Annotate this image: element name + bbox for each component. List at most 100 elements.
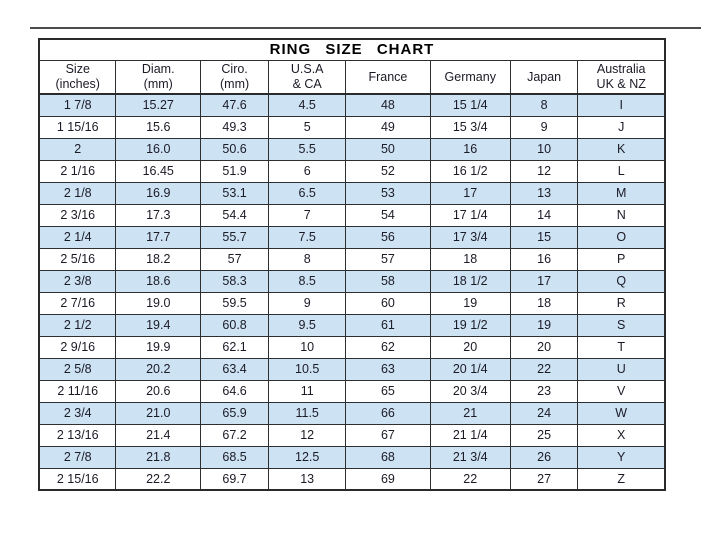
table-cell: 22 [509,357,579,381]
table-cell: 1 7/8 [38,93,117,117]
table-cell: X [577,423,666,447]
table-cell: 21 3/4 [429,445,511,469]
table-cell: 2 13/16 [38,423,117,447]
table-cell: 62.1 [199,335,270,359]
table-cell: 53 [345,181,431,205]
table-cell: 10 [509,137,579,161]
table-cell: 18 1/2 [429,269,511,293]
table-cell: 9 [509,115,579,139]
table-cell: 14 [509,203,579,227]
table-row: 2 7/16 19.0 59.5 9 60 19 18 R [38,291,666,315]
table-cell: 12 [268,423,347,447]
table-cell: 2 9/16 [38,335,117,359]
ring-size-table: RING SIZE CHART Size (inches) Diam. (mm) C… [38,38,666,491]
table-cell: 65.9 [199,401,270,425]
table-cell: 21 [429,401,511,425]
table-cell: 2 7/16 [38,291,117,315]
table-cell: 24 [509,401,579,425]
table-row: 2 5/8 20.2 63.4 10.5 63 20 1/4 22 U [38,357,666,381]
table-cell: 57 [199,247,270,271]
table-cell: 5.5 [268,137,347,161]
table-cell: W [577,401,666,425]
table-cell: 11 [268,379,347,403]
table-row: 2 1/8 16.9 53.1 6.5 53 17 13 M [38,181,666,205]
table-cell: 51.9 [199,159,270,183]
table-cell: 13 [268,467,347,491]
table-cell: 19 1/2 [429,313,511,337]
table-cell: 21.8 [115,445,201,469]
table-cell: U [577,357,666,381]
table-row: 2 15/16 22.2 69.7 13 69 22 27 Z [38,467,666,491]
table-cell: T [577,335,666,359]
table-cell: 10.5 [268,357,347,381]
table-cell: 13 [509,181,579,205]
table-cell: 8 [509,93,579,117]
table-cell: 49 [345,115,431,139]
column-header: U.S.A & CA [268,59,347,95]
table-cell: 67 [345,423,431,447]
table-cell: 18 [509,291,579,315]
table-cell: 17.3 [115,203,201,227]
table-cell: 2 1/2 [38,313,117,337]
table-cell: 10 [268,335,347,359]
table-cell: 2 1/4 [38,225,117,249]
table-cell: 64.6 [199,379,270,403]
table-cell: 2 15/16 [38,467,117,491]
table-row: 2 3/8 18.6 58.3 8.5 58 18 1/2 17 Q [38,269,666,293]
header-row: Size (inches) Diam. (mm) Ciro. (mm) U.S.A &… [38,59,666,95]
table-cell: 57 [345,247,431,271]
table-cell: 20.2 [115,357,201,381]
table-body: 1 7/8 15.27 47.6 4.5 48 15 1/4 8 I 1 15/16 15.6 49… [38,93,666,491]
table-cell: 60 [345,291,431,315]
table-row: 2 1/16 16.45 51.9 6 52 16 1/2 12 L [38,159,666,183]
table-cell: 12.5 [268,445,347,469]
table-cell: 20 [429,335,511,359]
top-horizontal-rule [30,27,701,29]
table-cell: 6 [268,159,347,183]
table-cell: Q [577,269,666,293]
table-row: 2 9/16 19.9 62.1 10 62 20 20 T [38,335,666,359]
table-cell: 60.8 [199,313,270,337]
table-row: 2 3/4 21.0 65.9 11.5 66 21 24 W [38,401,666,425]
ring-size-chart: RING SIZE CHART Size (inches) Diam. (mm) C… [38,38,666,491]
table-cell: 26 [509,445,579,469]
table-cell: Z [577,467,666,491]
table-cell: 58.3 [199,269,270,293]
table-row: 2 11/16 20.6 64.6 11 65 20 3/4 23 V [38,379,666,403]
table-cell: 50 [345,137,431,161]
table-cell: 12 [509,159,579,183]
table-cell: 19 [509,313,579,337]
table-cell: 22.2 [115,467,201,491]
table-cell: 2 5/8 [38,357,117,381]
table-cell: 16.0 [115,137,201,161]
table-cell: 68.5 [199,445,270,469]
table-cell: Y [577,445,666,469]
table-cell: 15 1/4 [429,93,511,117]
table-cell: 15.6 [115,115,201,139]
table-cell: 61 [345,313,431,337]
table-cell: 15 [509,225,579,249]
table-cell: 2 3/16 [38,203,117,227]
table-cell: 47.6 [199,93,270,117]
table-cell: I [577,93,666,117]
table-cell: 5 [268,115,347,139]
table-cell: 17 [509,269,579,293]
table-cell: 2 1/8 [38,181,117,205]
table-cell: 54.4 [199,203,270,227]
table-cell: 21 1/4 [429,423,511,447]
table-cell: 18.2 [115,247,201,271]
table-cell: 18.6 [115,269,201,293]
table-row: 1 7/8 15.27 47.6 4.5 48 15 1/4 8 I [38,93,666,117]
table-cell: 2 11/16 [38,379,117,403]
table-cell: 69.7 [199,467,270,491]
column-header: Australia UK & NZ [577,59,666,95]
table-row: 2 1/4 17.7 55.7 7.5 56 17 3/4 15 O [38,225,666,249]
table-cell: L [577,159,666,183]
table-cell: 68 [345,445,431,469]
table-cell: 2 5/16 [38,247,117,271]
table-cell: P [577,247,666,271]
table-cell: 63 [345,357,431,381]
table-cell: 52 [345,159,431,183]
table-cell: 1 15/16 [38,115,117,139]
table-cell: S [577,313,666,337]
